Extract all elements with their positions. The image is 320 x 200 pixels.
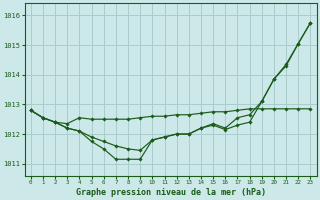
X-axis label: Graphe pression niveau de la mer (hPa): Graphe pression niveau de la mer (hPa) [76, 188, 266, 197]
